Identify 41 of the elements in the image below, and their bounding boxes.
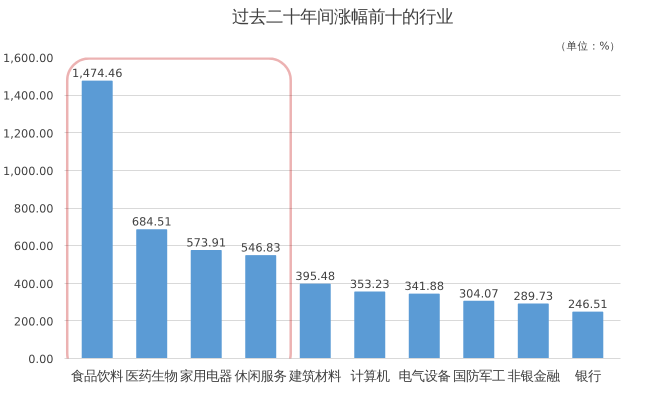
y-tick-label: 1,000.00 bbox=[3, 164, 54, 178]
x-tick-label: 食品饮料 bbox=[71, 370, 124, 384]
y-tick-label: 400.00 bbox=[14, 276, 54, 291]
chart-subtitle: （单位：%） bbox=[555, 40, 621, 52]
bar bbox=[408, 294, 440, 358]
x-tick-label: 非银金融 bbox=[507, 370, 560, 384]
data-label: 246.51 bbox=[568, 297, 608, 312]
bar bbox=[572, 312, 604, 358]
chart-title: 过去二十年间涨幅前十的行业 bbox=[232, 8, 453, 28]
bar bbox=[190, 250, 222, 358]
y-tick-label: 600.00 bbox=[14, 239, 54, 254]
bar bbox=[354, 292, 386, 358]
x-tick-label: 建筑材料 bbox=[288, 370, 342, 384]
y-tick-label: 1,400.00 bbox=[3, 88, 54, 103]
x-tick-label: 休闲服务 bbox=[234, 370, 287, 384]
bar bbox=[82, 80, 113, 358]
x-tick-label: 家用电器 bbox=[180, 368, 232, 384]
bar bbox=[300, 284, 331, 358]
y-tick-label: 1,600.00 bbox=[3, 51, 54, 65]
x-tick-label: 银行 bbox=[574, 370, 601, 384]
x-tick-label: 国防军工 bbox=[452, 370, 505, 384]
x-tick-label: 电气设备 bbox=[398, 370, 450, 384]
data-label: 353.23 bbox=[350, 277, 390, 292]
bar bbox=[245, 255, 276, 358]
data-label: 395.48 bbox=[295, 269, 336, 284]
data-label: 546.83 bbox=[240, 240, 281, 255]
data-label: 304.07 bbox=[458, 286, 499, 300]
bar bbox=[463, 300, 494, 358]
data-label: 684.51 bbox=[132, 214, 172, 229]
data-label: 289.73 bbox=[513, 288, 554, 303]
y-tick-label: 200.00 bbox=[14, 314, 54, 328]
x-tick-label: 医药生物 bbox=[126, 370, 178, 384]
data-label: 341.88 bbox=[404, 279, 444, 294]
bar bbox=[136, 229, 168, 358]
y-tick-label: 0.00 bbox=[28, 352, 54, 366]
y-tick-label: 800.00 bbox=[14, 202, 54, 216]
x-tick-label: 计算机 bbox=[350, 370, 390, 384]
bar bbox=[518, 303, 549, 358]
y-tick-label: 1,200.00 bbox=[3, 126, 54, 140]
data-label: 1,474.46 bbox=[72, 66, 122, 80]
data-label: 573.91 bbox=[186, 236, 226, 250]
